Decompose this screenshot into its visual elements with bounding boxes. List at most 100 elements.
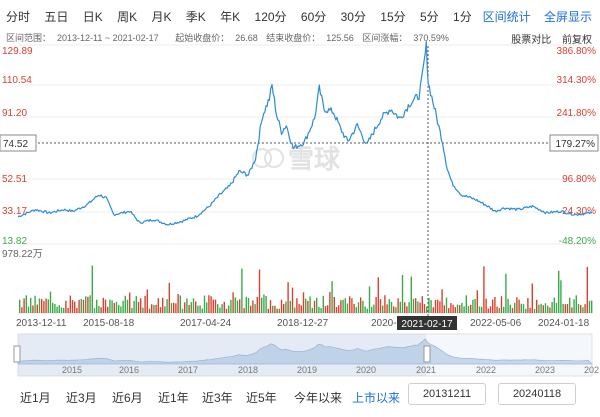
volume-bar [294, 307, 296, 313]
volume-bar [287, 282, 289, 313]
x-tick-1: 2013-12-11 [16, 318, 67, 329]
volume-bar [58, 305, 60, 313]
volume-bar [313, 300, 316, 313]
volume-bar [210, 296, 212, 313]
volume-bar [34, 295, 36, 313]
volume-bar [140, 298, 142, 313]
volume-bar [525, 308, 527, 313]
price-chart[interactable]: 129.89 110.54 91.20 52.51 33.17 13.82 97… [0, 0, 600, 380]
range-3-years-button[interactable]: 近3年 [202, 391, 233, 405]
range-navigator[interactable]: 2015 2016 2017 2018 2019 2020 2021 2022 … [13, 333, 599, 377]
volume-bar [507, 298, 509, 313]
tab-intraday[interactable]: 分时 [6, 10, 31, 24]
volume-bar [551, 302, 553, 313]
range-ytd-button[interactable]: 今年以来 [294, 391, 343, 405]
tab-15min[interactable]: 15分 [380, 10, 406, 24]
volume-bar [188, 304, 190, 313]
fullscreen-button[interactable]: 全屏显示 [543, 10, 592, 24]
tab-yearly-k[interactable]: 年K [220, 10, 241, 24]
x-tick-5: 2020- [371, 318, 397, 329]
volume-bar [261, 297, 263, 313]
chart-options: 股票对比 前复权 [503, 31, 592, 46]
volume-bar [309, 296, 311, 313]
interval-stats-button[interactable]: 区间统计 [482, 10, 531, 24]
volume-bar [21, 307, 23, 313]
range-5-years-button[interactable]: 近5年 [246, 391, 277, 405]
range-6-months-button[interactable]: 近6月 [112, 391, 143, 405]
end-date-input[interactable] [498, 383, 576, 405]
volume-bar [496, 306, 498, 313]
tab-five-day[interactable]: 五日 [44, 10, 69, 24]
volume-bar [168, 282, 170, 313]
tab-120min[interactable]: 120分 [254, 10, 287, 24]
volume-bar [43, 301, 45, 313]
range-1-year-button[interactable]: 近1年 [158, 391, 189, 405]
nav-year-2022: 2022 [476, 365, 496, 375]
volume-bar [49, 291, 52, 313]
adjust-mode-select[interactable]: 前复权 [562, 35, 592, 46]
volume-bar [159, 307, 162, 313]
volume-bar [478, 306, 481, 313]
volume-bar [549, 307, 551, 313]
tab-30min[interactable]: 30分 [340, 10, 366, 24]
volume-bar [25, 295, 27, 313]
volume-bar [285, 301, 287, 313]
volume-bar [115, 301, 118, 313]
volume-bar [170, 303, 173, 313]
volume-bar [245, 296, 247, 313]
change-label: 区间涨幅： [362, 33, 408, 43]
volume-bar [96, 299, 98, 313]
tab-monthly-k[interactable]: 月K [151, 10, 172, 24]
volume-bar [162, 297, 164, 313]
grid-lines [18, 44, 592, 314]
volume-bar [483, 266, 485, 313]
volume-bar [421, 296, 423, 313]
nav-year-2019: 2019 [297, 365, 317, 375]
volume-bar [522, 304, 525, 313]
volume-bar [505, 273, 507, 313]
navigator-left-handle[interactable] [13, 345, 21, 363]
volume-bar [357, 302, 360, 313]
volume-bar [186, 298, 188, 313]
range-1-month-button[interactable]: 近1月 [20, 391, 51, 405]
y-right-tick-2: 314.30% [557, 75, 597, 86]
tab-1min[interactable]: 1分 [453, 10, 472, 24]
volume-bar [223, 301, 225, 313]
tab-5min[interactable]: 5分 [420, 10, 439, 24]
volume-bar [45, 298, 47, 313]
volume-bar [489, 306, 492, 313]
volume-bar [327, 305, 329, 313]
compare-stocks-button[interactable]: 股票对比 [511, 35, 552, 46]
start-date-input[interactable] [408, 383, 486, 405]
navigator-right-handle[interactable] [423, 345, 431, 363]
volume-bar [32, 305, 34, 313]
volume-bar [434, 299, 437, 313]
range-selector: 近1月 近3月 近6月 近1年 近3年 近5年 今年以来 上市以来 [6, 381, 596, 409]
range-since-listing-button[interactable]: 上市以来 [352, 391, 401, 405]
tab-daily-k[interactable]: 日K [82, 10, 103, 24]
volume-bar [531, 283, 533, 313]
nav-year-2023: 2023 [535, 365, 555, 375]
volume-bar [118, 304, 120, 313]
volume-bar [201, 308, 203, 313]
volume-bar [588, 300, 591, 313]
volume-bar [417, 301, 419, 313]
volume-bar [195, 301, 197, 313]
volume-bar [243, 308, 245, 313]
volume-bar [415, 298, 417, 313]
y-left-tick-6: 33.17 [2, 206, 27, 217]
volume-bar [448, 308, 450, 313]
range-3-months-button[interactable]: 近3月 [66, 391, 97, 405]
tab-weekly-k[interactable]: 周K [117, 10, 138, 24]
volume-bar [153, 304, 155, 313]
volume-bar [148, 308, 151, 313]
volume-bar [71, 300, 74, 313]
tab-60min[interactable]: 60分 [300, 10, 327, 24]
volume-bar [580, 305, 582, 313]
volume-bar [441, 289, 443, 313]
tab-quarterly-k[interactable]: 季K [185, 10, 206, 24]
volume-bar [230, 299, 232, 313]
volume-bar [443, 305, 445, 313]
volume-bar [584, 304, 586, 313]
volume-bar [102, 297, 104, 313]
